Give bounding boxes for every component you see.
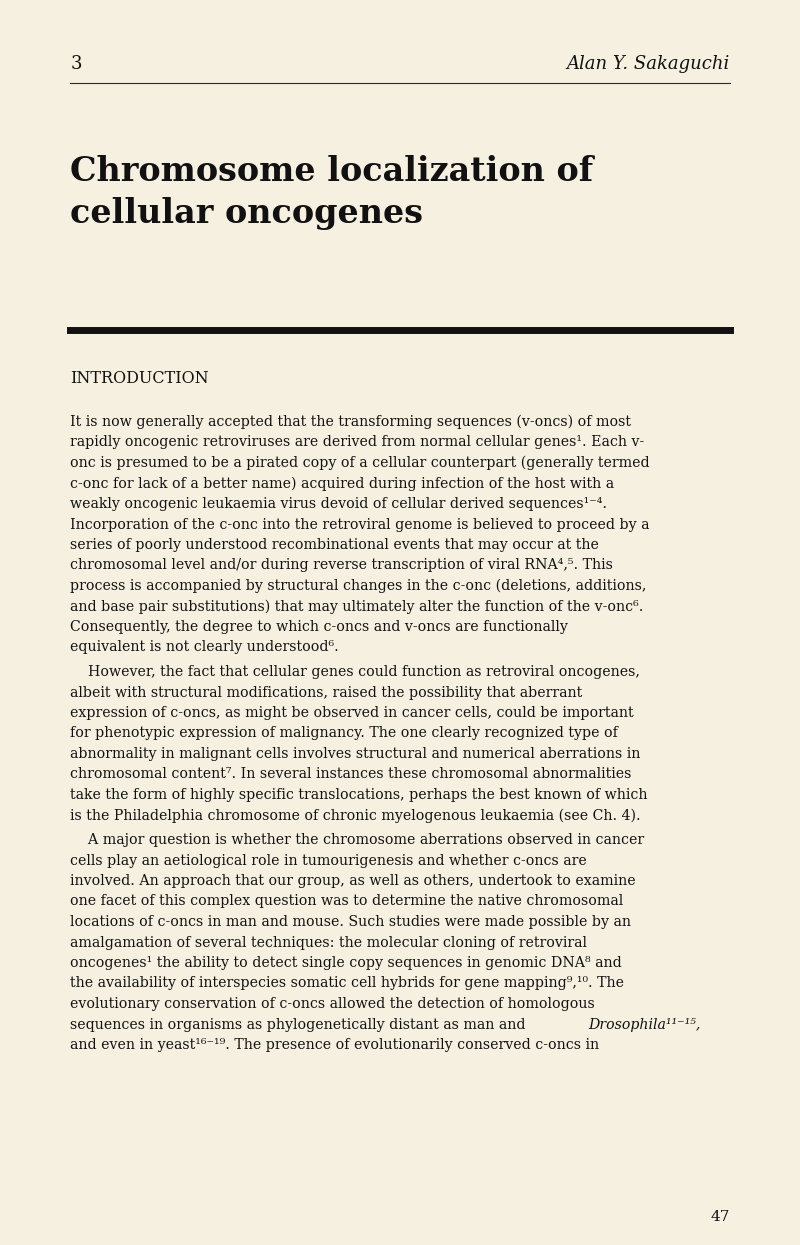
Text: equivalent is not clearly understood⁶.: equivalent is not clearly understood⁶. [70,640,339,655]
Text: the availability of interspecies somatic cell hybrids for gene mapping⁹,¹⁰. The: the availability of interspecies somatic… [70,976,624,991]
Text: sequences in organisms as phylogenetically distant as man and: sequences in organisms as phylogenetical… [70,1017,530,1032]
Text: chromosomal level and/or during reverse transcription of viral RNA⁴,⁵. This: chromosomal level and/or during reverse … [70,559,614,573]
Text: take the form of highly specific translocations, perhaps the best known of which: take the form of highly specific translo… [70,788,648,802]
Text: Consequently, the degree to which c-oncs and v-oncs are functionally: Consequently, the degree to which c-oncs… [70,620,568,634]
Text: onc is presumed to be a pirated copy of a cellular counterpart (generally termed: onc is presumed to be a pirated copy of … [70,456,650,471]
Text: Drosophila¹¹⁻¹⁵,: Drosophila¹¹⁻¹⁵, [589,1017,701,1032]
Text: However, the fact that cellular genes could function as retroviral oncogenes,: However, the fact that cellular genes co… [70,665,640,679]
Text: and even in yeast¹⁶⁻¹⁹. The presence of evolutionarily conserved c-oncs in: and even in yeast¹⁶⁻¹⁹. The presence of … [70,1038,599,1052]
Text: for phenotypic expression of malignancy. The one clearly recognized type of: for phenotypic expression of malignancy.… [70,727,618,741]
Text: It is now generally accepted that the transforming sequences (v-oncs) of most: It is now generally accepted that the tr… [70,415,631,430]
Text: albeit with structural modifications, raised the possibility that aberrant: albeit with structural modifications, ra… [70,686,582,700]
Text: series of poorly understood recombinational events that may occur at the: series of poorly understood recombinatio… [70,538,599,552]
Text: process is accompanied by structural changes in the c-onc (deletions, additions,: process is accompanied by structural cha… [70,579,646,594]
Text: Incorporation of the c-onc into the retroviral genome is believed to proceed by : Incorporation of the c-onc into the retr… [70,518,650,532]
Text: cellular oncogenes: cellular oncogenes [70,197,423,230]
Text: oncogenes¹ the ability to detect single copy sequences in genomic DNA⁸ and: oncogenes¹ the ability to detect single … [70,956,622,970]
Text: weakly oncogenic leukaemia virus devoid of cellular derived sequences¹⁻⁴.: weakly oncogenic leukaemia virus devoid … [70,497,607,510]
Text: abnormality in malignant cells involves structural and numerical aberrations in: abnormality in malignant cells involves … [70,747,641,761]
Text: Alan Y. Sakaguchi: Alan Y. Sakaguchi [566,55,730,73]
Text: A major question is whether the chromosome aberrations observed in cancer: A major question is whether the chromoso… [70,833,645,847]
Text: and base pair substitutions) that may ultimately alter the function of the v-onc: and base pair substitutions) that may ul… [70,600,644,614]
Text: evolutionary conservation of c-oncs allowed the detection of homologous: evolutionary conservation of c-oncs allo… [70,997,595,1011]
Text: INTRODUCTION: INTRODUCTION [70,370,209,387]
Text: expression of c-oncs, as might be observed in cancer cells, could be important: expression of c-oncs, as might be observ… [70,706,634,720]
Text: Chromosome localization of: Chromosome localization of [70,154,594,188]
Text: rapidly oncogenic retroviruses are derived from normal cellular genes¹. Each v-: rapidly oncogenic retroviruses are deriv… [70,436,645,449]
Text: chromosomal content⁷. In several instances these chromosomal abnormalities: chromosomal content⁷. In several instanc… [70,767,632,782]
Text: cells play an aetiological role in tumourigenesis and whether c-oncs are: cells play an aetiological role in tumou… [70,854,587,868]
Text: one facet of this complex question was to determine the native chromosomal: one facet of this complex question was t… [70,894,624,909]
Text: is the Philadelphia chromosome of chronic myelogenous leukaemia (see Ch. 4).: is the Philadelphia chromosome of chroni… [70,808,641,823]
Text: involved. An approach that our group, as well as others, undertook to examine: involved. An approach that our group, as… [70,874,636,888]
Text: c-onc for lack of a better name) acquired during infection of the host with a: c-onc for lack of a better name) acquire… [70,477,614,491]
Text: 47: 47 [710,1210,730,1224]
Text: locations of c-oncs in man and mouse. Such studies were made possible by an: locations of c-oncs in man and mouse. Su… [70,915,631,929]
Text: amalgamation of several techniques: the molecular cloning of retroviral: amalgamation of several techniques: the … [70,935,587,950]
Text: 3: 3 [70,55,82,73]
